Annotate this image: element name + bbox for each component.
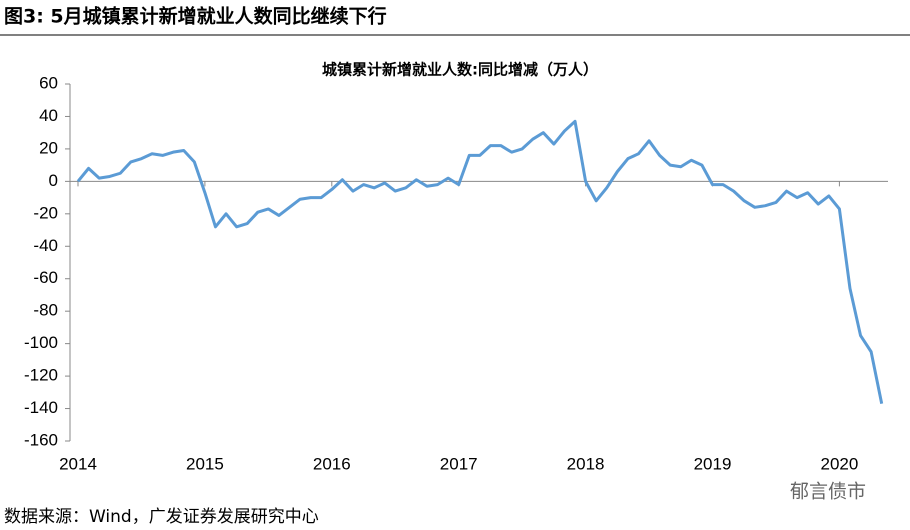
watermark: 郁言债市 (790, 481, 866, 503)
y-tick-label: -60 (33, 268, 58, 287)
x-tick-label: 2019 (694, 454, 732, 473)
y-tick-label: -20 (33, 203, 58, 222)
x-tick-label: 2015 (186, 454, 224, 473)
y-tick-label: -100 (24, 333, 58, 352)
y-tick-label: 60 (39, 73, 58, 92)
y-tick-label: 40 (39, 106, 58, 125)
y-tick-label: 20 (39, 138, 58, 157)
y-tick-label: -80 (33, 301, 58, 320)
x-tick-label: 2017 (440, 454, 478, 473)
x-tick-label: 2014 (59, 454, 97, 473)
x-tick-label: 2020 (820, 454, 858, 473)
data-line (76, 119, 884, 404)
y-tick-label: -160 (24, 430, 58, 449)
y-tick-label: 0 (49, 171, 58, 190)
figure-title: 图3: 5月城镇累计新增就业人数同比继续下行 (4, 5, 387, 28)
x-tick-label: 2018 (567, 454, 605, 473)
y-tick-label: -120 (24, 366, 58, 385)
x-tick-label: 2016 (313, 454, 351, 473)
source-note: 数据来源：Wind，广发证券发展研究中心 (4, 507, 319, 527)
y-tick-label: -140 (24, 398, 58, 417)
chart-title: 城镇累计新增就业人数:同比增减（万人） (322, 61, 598, 79)
y-tick-label: -40 (33, 236, 58, 255)
